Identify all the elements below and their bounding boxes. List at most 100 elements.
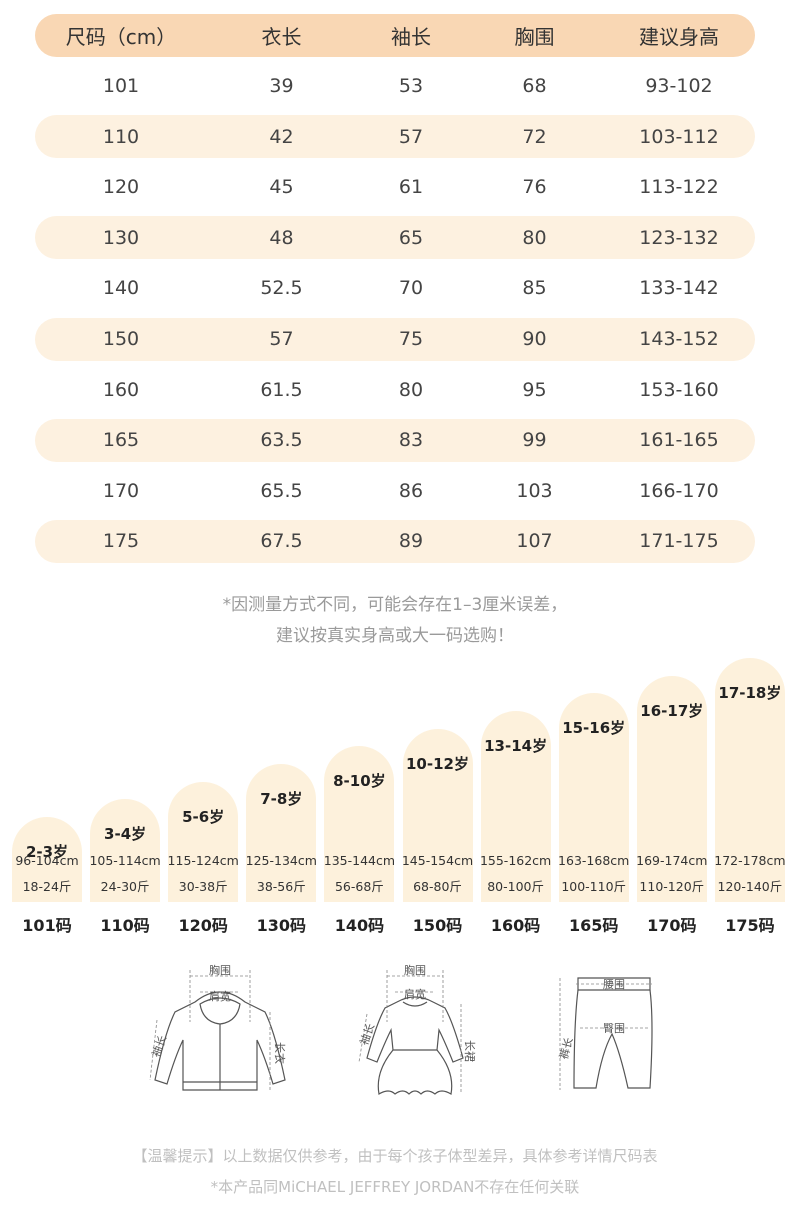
cell-size: 110 bbox=[102, 125, 140, 148]
bar-age-label: 13-14岁 bbox=[484, 737, 548, 755]
bar-weight-range: 24-30斤 bbox=[100, 878, 150, 894]
cell-size: 130 bbox=[102, 226, 140, 249]
bar-weight-range: 56-68斤 bbox=[334, 878, 384, 894]
pants-diagram: 腰围 臀围 裤长 bbox=[540, 962, 670, 1102]
cell-size: 170 bbox=[102, 479, 140, 502]
cell-size: 175 bbox=[102, 530, 140, 553]
table-row: 120 45 61 76 113-122 bbox=[35, 166, 755, 209]
bar-weight-range: 110-120斤 bbox=[639, 878, 705, 894]
cell-height: 103-112 bbox=[639, 125, 719, 148]
cell-chest: 72 bbox=[522, 125, 547, 148]
cell-length: 42 bbox=[269, 125, 294, 148]
bar-height-range: 96-104cm bbox=[15, 853, 79, 868]
cell-sleeve: 61 bbox=[398, 176, 424, 199]
cell-size: 101 bbox=[102, 75, 140, 98]
size-code-label: 160码 bbox=[490, 916, 541, 935]
bar-weight-range: 68-80斤 bbox=[413, 878, 462, 894]
size-code-label: 120码 bbox=[178, 916, 228, 935]
table-row: 150 57 75 90 143-152 bbox=[35, 317, 755, 361]
cell-length: 52.5 bbox=[260, 277, 303, 300]
cell-height: 93-102 bbox=[645, 75, 713, 98]
size-code-label: 170码 bbox=[647, 916, 697, 935]
cell-length: 65.5 bbox=[260, 479, 303, 502]
bar-weight-range: 80-100斤 bbox=[487, 879, 544, 894]
size-bar: 17-18岁 172-178cm 120-140斤 bbox=[714, 658, 786, 902]
pants-length-label: 裤长 bbox=[556, 1036, 575, 1061]
size-code-label: 175码 bbox=[725, 916, 775, 935]
size-bar: 15-16岁 163-168cm 100-110斤 bbox=[558, 693, 629, 902]
bar-age-label: 8-10岁 bbox=[333, 772, 386, 791]
dress-shoulder-label: 肩宽 bbox=[404, 987, 426, 1001]
cell-sleeve: 89 bbox=[398, 530, 424, 553]
size-code-label: 150码 bbox=[412, 916, 463, 935]
bar-age-label: 7-8岁 bbox=[260, 790, 303, 808]
header-sleeve: 袖长 bbox=[391, 25, 431, 49]
note-line-1: *因测量方式不同，可能会存在1–3厘米误差， bbox=[222, 595, 568, 615]
cell-chest: 85 bbox=[522, 277, 547, 300]
table-row: 170 65.5 86 103 166-170 bbox=[35, 469, 755, 512]
cell-size: 150 bbox=[102, 328, 140, 351]
cell-sleeve: 86 bbox=[398, 479, 424, 502]
cell-length: 39 bbox=[269, 75, 294, 98]
bar-age-label: 16-17岁 bbox=[640, 701, 704, 720]
cell-height: 143-152 bbox=[639, 328, 719, 351]
pants-waist-label: 腰围 bbox=[603, 978, 625, 991]
size-bar: 7-8岁 125-134cm 38-56斤 bbox=[246, 764, 317, 902]
cell-sleeve: 57 bbox=[398, 125, 424, 148]
header-size: 尺码（cm） bbox=[65, 25, 177, 49]
cell-height: 166-170 bbox=[639, 479, 719, 502]
bar-age-label: 5-6岁 bbox=[182, 807, 225, 826]
table-row: 165 63.5 83 99 161-165 bbox=[35, 418, 755, 462]
cell-sleeve: 83 bbox=[398, 429, 424, 452]
bar-weight-range: 30-38斤 bbox=[178, 878, 228, 894]
pants-hip-label: 臀围 bbox=[603, 1022, 625, 1035]
bar-weight-range: 100-110斤 bbox=[561, 878, 627, 894]
jacket-chest-label: 胸围 bbox=[209, 963, 231, 977]
cell-chest: 90 bbox=[522, 328, 547, 351]
size-code-label: 130码 bbox=[256, 916, 306, 935]
cell-length: 63.5 bbox=[260, 429, 303, 452]
cell-height: 153-160 bbox=[639, 378, 719, 401]
cell-height: 123-132 bbox=[639, 226, 719, 249]
bar-height-range: 172-178cm bbox=[714, 853, 786, 868]
size-bar: 5-6岁 115-124cm 30-38斤 bbox=[168, 781, 239, 902]
cell-size: 120 bbox=[102, 176, 140, 199]
table-row: 101 39 53 68 93-102 bbox=[35, 65, 755, 108]
footer-disclaimer: *本产品同MiCHAEL JEFFREY JORDAN不存在任何关联 bbox=[210, 1178, 580, 1196]
size-table: 尺码（cm） 衣长 袖长 胸围 建议身高 101 39 53 68 93-102 110 4… bbox=[35, 14, 755, 571]
bar-age-label: 10-12岁 bbox=[406, 754, 469, 773]
dress-length-label: 长裙 bbox=[463, 1040, 476, 1062]
dress-sleeve-label: 袖长 bbox=[357, 1022, 378, 1047]
bar-height-range: 115-124cm bbox=[167, 852, 239, 868]
cell-chest: 107 bbox=[516, 530, 553, 553]
size-code-label: 140码 bbox=[334, 916, 385, 935]
header-height: 建议身高 bbox=[639, 25, 719, 49]
footer-tip: 【温馨提示】以上数据仅供参考，由于每个孩子体型差异，具体参考详情尺码表 bbox=[132, 1147, 658, 1165]
size-bar: 13-14岁 155-162cm 80-100斤 bbox=[480, 711, 551, 902]
size-bar: 8-10岁 135-144cm 56-68斤 bbox=[324, 746, 395, 902]
table-row: 130 48 65 80 123-132 bbox=[35, 216, 755, 260]
cell-sleeve: 70 bbox=[398, 277, 424, 300]
bar-weight-range: 18-24斤 bbox=[22, 879, 72, 894]
size-bar: 2-3岁 96-104cm 18-24斤 bbox=[12, 817, 82, 902]
bar-height-range: 145-154cm bbox=[401, 852, 474, 868]
cell-chest: 80 bbox=[522, 226, 547, 249]
header-length: 衣长 bbox=[261, 25, 302, 49]
cell-length: 48 bbox=[269, 226, 294, 249]
bar-weight-range: 38-56斤 bbox=[256, 879, 306, 894]
table-row: 175 67.5 89 107 171-175 bbox=[35, 519, 755, 563]
size-bar: 10-12岁 145-154cm 68-80斤 bbox=[402, 728, 473, 902]
cell-size: 140 bbox=[102, 277, 140, 300]
size-bar: 16-17岁 169-174cm 110-120斤 bbox=[636, 675, 707, 902]
note-line-2: 建议按真实身高或大一码选购！ bbox=[276, 626, 514, 646]
jacket-length-label: 长衣 bbox=[273, 1042, 287, 1064]
jacket-sleeve-label: 袖长 bbox=[149, 1034, 170, 1059]
size-bar-chart: 2-3岁 96-104cm 18-24斤 3-4岁 105-114cm 24-30斤 5-6… bbox=[12, 658, 786, 902]
bar-age-label: 17-18岁 bbox=[718, 684, 782, 702]
jacket-diagram: 胸围 肩宽 袖长 长衣 bbox=[145, 962, 295, 1102]
bar-height-range: 105-114cm bbox=[89, 852, 161, 868]
cell-height: 113-122 bbox=[639, 176, 719, 199]
bar-height-range: 163-168cm bbox=[558, 852, 630, 868]
cell-sleeve: 75 bbox=[398, 328, 424, 351]
cell-chest: 99 bbox=[522, 429, 547, 452]
